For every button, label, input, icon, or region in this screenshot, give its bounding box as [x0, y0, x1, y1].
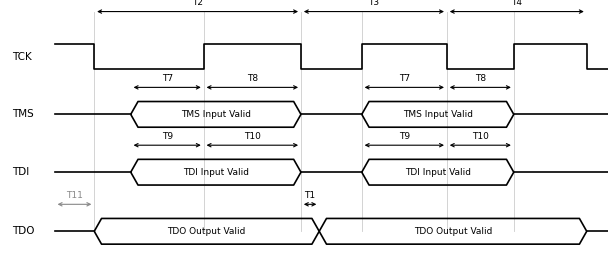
Text: T11: T11 — [66, 191, 83, 200]
Text: TDO: TDO — [12, 226, 35, 236]
Text: TCK: TCK — [12, 52, 32, 61]
Text: T4: T4 — [511, 0, 522, 7]
Text: TMS Input Valid: TMS Input Valid — [402, 110, 473, 119]
Text: T8: T8 — [475, 74, 486, 83]
Text: T8: T8 — [247, 74, 258, 83]
Text: T9: T9 — [162, 132, 173, 141]
Text: T2: T2 — [192, 0, 203, 7]
Text: TDO Output Valid: TDO Output Valid — [414, 227, 492, 236]
Text: TDI: TDI — [12, 167, 29, 177]
Text: T1: T1 — [305, 191, 316, 200]
Text: TMS: TMS — [12, 109, 34, 119]
Text: T7: T7 — [162, 74, 173, 83]
Text: T9: T9 — [399, 132, 410, 141]
Text: T7: T7 — [399, 74, 410, 83]
Text: T10: T10 — [472, 132, 489, 141]
Text: T10: T10 — [244, 132, 261, 141]
Text: TDO Output Valid: TDO Output Valid — [168, 227, 246, 236]
Text: TDI Input Valid: TDI Input Valid — [183, 168, 249, 177]
Text: T3: T3 — [368, 0, 379, 7]
Text: TDI Input Valid: TDI Input Valid — [405, 168, 471, 177]
Text: TMS Input Valid: TMS Input Valid — [181, 110, 251, 119]
